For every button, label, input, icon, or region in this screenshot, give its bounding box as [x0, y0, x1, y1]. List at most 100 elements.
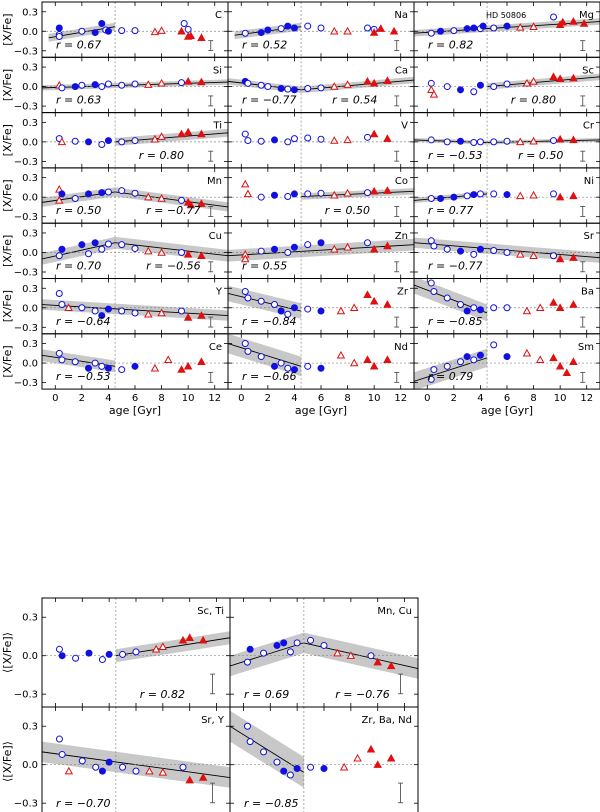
element-label: Sr, Y: [201, 715, 225, 726]
open-triangle-point: [343, 80, 352, 88]
open-circle-point: [243, 658, 251, 666]
open-circle-point: [179, 763, 187, 771]
panel-sm: Sm r = 0.79 0 2 4 6 8 10 12 age [Gyr]: [413, 333, 600, 417]
y-tick-label: 0.3: [22, 284, 38, 295]
open-circle-point: [284, 248, 292, 256]
open-circle-point: [304, 22, 312, 30]
open-circle-point: [243, 722, 251, 730]
open-circle-point: [430, 242, 438, 250]
y-tick-label: 0.3: [22, 228, 38, 239]
correlation-label: r = −0.64: [56, 315, 110, 328]
open-circle-point: [550, 190, 557, 198]
open-circle-point: [364, 24, 371, 32]
open-circle-point: [443, 83, 451, 91]
filled-triangle-point: [555, 192, 565, 201]
open-triangle-point: [333, 648, 342, 657]
open-circle-point: [260, 649, 268, 657]
y-axis-label: [X/Fe]: [1, 345, 14, 377]
correlation-label: r = −0.70: [56, 797, 110, 810]
open-circle-point: [244, 137, 252, 145]
open-circle-point: [427, 279, 435, 287]
y-tick-label: −0.3: [14, 157, 38, 168]
open-triangle-point: [427, 85, 436, 94]
y-axis-label: [X/Fe]: [1, 179, 14, 211]
correlation-label: r = 0.69: [244, 688, 289, 701]
panel-ba: Ba r = −0.85: [413, 278, 600, 335]
correlation-label: r = 0.52: [242, 38, 287, 51]
filled-circle-point: [105, 650, 113, 658]
open-circle-point: [91, 307, 99, 315]
open-circle-point: [131, 309, 139, 317]
open-triangle-point: [330, 136, 339, 144]
filled-circle-point: [280, 639, 288, 647]
open-triangle-point: [516, 137, 525, 146]
open-circle-point: [503, 80, 511, 88]
y-tick-label: 0.0: [22, 193, 38, 204]
open-triangle-point: [346, 651, 356, 659]
filled-triangle-point: [376, 24, 386, 32]
x-tick-label: 10: [554, 393, 567, 404]
open-triangle-point: [144, 246, 153, 255]
star-label: HD 50806: [486, 11, 526, 20]
open-circle-point: [476, 190, 484, 198]
open-circle-point: [284, 193, 292, 201]
filled-triangle-point: [562, 368, 572, 377]
open-circle-point: [178, 307, 185, 315]
filled-circle-point: [98, 312, 106, 320]
open-circle-point: [241, 288, 249, 296]
filled-circle-point: [58, 245, 66, 253]
filled-circle-point: [98, 19, 106, 27]
filled-triangle-point: [549, 353, 558, 362]
filled-triangle-point: [383, 241, 392, 250]
panel-ti: Ti r = 0.80 0.3 0.0 −0.3[X/Fe]: [1, 112, 229, 169]
x-tick-label: 6: [318, 393, 324, 404]
panel-co: Co r = 0.50: [227, 167, 415, 224]
filled-triangle-point: [569, 135, 578, 144]
x-axis-label: age [Gyr]: [295, 404, 347, 417]
open-circle-point: [119, 650, 127, 658]
filled-triangle-point: [558, 17, 568, 26]
filled-circle-point: [476, 81, 484, 89]
filled-circle-point: [98, 767, 106, 775]
open-circle-point: [550, 137, 557, 145]
correlation-label: r = 0.70: [56, 260, 101, 273]
filled-triangle-point: [363, 355, 372, 364]
filled-circle-point: [85, 364, 92, 372]
open-circle-point: [241, 340, 249, 348]
open-circle-point: [132, 648, 140, 656]
x-tick-label: 12: [580, 393, 593, 404]
open-triangle-point: [330, 190, 339, 199]
open-circle-point: [132, 767, 140, 775]
filled-circle-point: [290, 24, 298, 32]
open-circle-point: [490, 24, 498, 32]
filled-circle-point: [131, 362, 139, 370]
x-axis-label: age [Gyr]: [109, 404, 161, 417]
open-circle-point: [98, 656, 106, 664]
open-circle-point: [284, 138, 292, 146]
open-triangle-point: [349, 358, 359, 367]
open-circle-point: [78, 757, 86, 765]
x-tick-label: 6: [504, 393, 510, 404]
filled-triangle-point: [198, 773, 208, 781]
filled-triangle-point: [555, 361, 565, 370]
open-circle-point: [78, 81, 86, 89]
open-circle-point: [490, 138, 498, 146]
open-circle-point: [284, 85, 292, 93]
filled-triangle-point: [369, 244, 379, 253]
panel-ca: Ca r = −0.77 r = 0.54: [227, 56, 415, 114]
filled-triangle-point: [383, 300, 392, 308]
open-triangle-point: [157, 194, 166, 202]
x-tick-label: 8: [530, 393, 536, 404]
open-circle-point: [257, 193, 265, 201]
panel-nd: Nd r = −0.66 0 2 4 6 8 10 12 age [Gyr]: [227, 333, 415, 417]
filled-circle-point: [85, 138, 92, 146]
correlation-label: r = 0.67: [56, 38, 101, 51]
open-triangle-point: [157, 248, 166, 256]
filled-circle-point: [271, 245, 278, 253]
filled-triangle-point: [383, 186, 392, 194]
open-circle-point: [55, 645, 63, 653]
y-tick-label: 0.0: [22, 651, 38, 662]
correlation-label: r = 0.63: [56, 94, 101, 107]
open-circle-point: [260, 748, 268, 756]
